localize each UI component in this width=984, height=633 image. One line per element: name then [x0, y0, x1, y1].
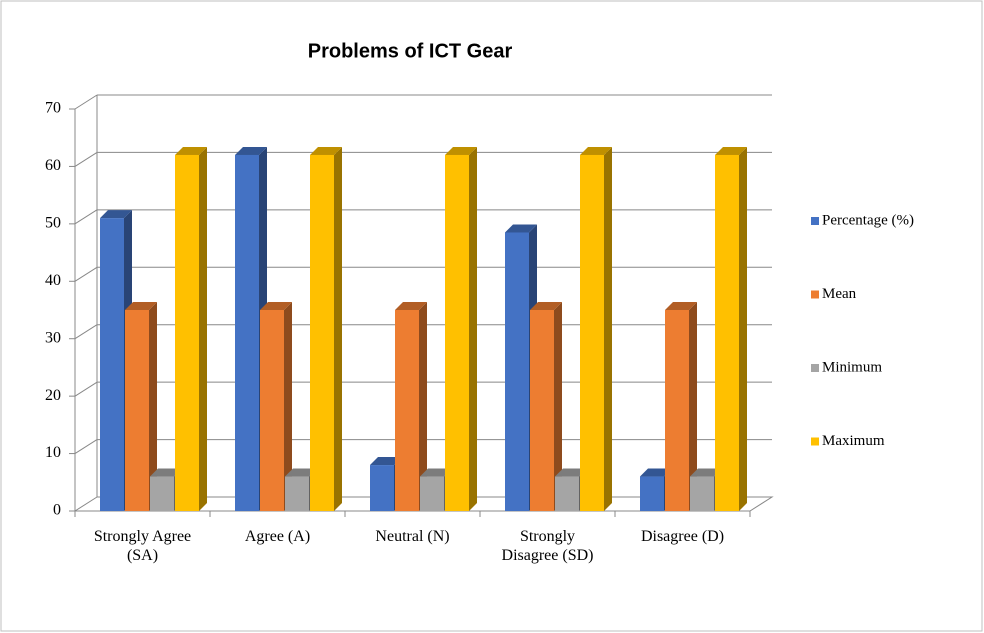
- bar: [175, 146, 207, 511]
- bar-front: [665, 310, 689, 511]
- legend-label: Mean: [822, 286, 857, 302]
- legend-swatch: [811, 290, 819, 299]
- bar-top: [100, 210, 132, 219]
- bar-top: [715, 146, 747, 155]
- bar-front: [310, 154, 334, 511]
- legend-label: Minimum: [822, 359, 882, 375]
- bar-top: [125, 302, 157, 310]
- bar-top: [420, 468, 452, 477]
- y-tick-label: 70: [45, 100, 61, 117]
- bar-top: [530, 302, 562, 310]
- bar-top: [260, 302, 292, 310]
- bar: [260, 302, 292, 511]
- legend-swatch: [811, 217, 819, 225]
- side-grid-line: [74, 266, 98, 282]
- bar-top: [370, 457, 402, 466]
- chart-title: Problems of ICT Gear: [308, 40, 513, 62]
- bar-top: [640, 468, 672, 477]
- bar-front: [235, 154, 259, 511]
- bar-top: [555, 468, 587, 477]
- bar-top: [505, 224, 537, 233]
- bar-front: [395, 310, 419, 511]
- y-tick-label: 40: [45, 272, 61, 289]
- bar-side: [689, 302, 697, 511]
- bar: [310, 146, 342, 511]
- bar-front: [285, 476, 309, 511]
- y-tick-label: 50: [45, 215, 61, 232]
- side-grid-line: [74, 324, 98, 340]
- bar-front: [445, 154, 469, 511]
- bar: [530, 302, 562, 511]
- side-grid-line: [74, 496, 98, 512]
- x-tick-label: Disagree (D): [640, 528, 725, 545]
- bar: [665, 302, 697, 511]
- bar-front: [260, 310, 284, 511]
- bar-side: [199, 146, 207, 511]
- side-grid-line: [74, 381, 98, 397]
- bar-top: [395, 302, 427, 310]
- bar-front: [715, 154, 739, 511]
- bar-front: [640, 476, 664, 511]
- bar-side: [739, 146, 747, 511]
- bar-front: [690, 476, 714, 511]
- y-tick-label: 0: [53, 502, 61, 519]
- bar-front: [505, 232, 529, 511]
- legend-swatch: [811, 437, 819, 446]
- bar-side: [149, 302, 157, 511]
- bar-side: [554, 302, 562, 511]
- bar-top: [665, 302, 697, 310]
- bar: [395, 302, 427, 511]
- bar-top: [445, 146, 477, 155]
- x-tick-label: Agree (A): [244, 528, 311, 545]
- bar-front: [175, 154, 199, 511]
- bar-front: [580, 154, 604, 511]
- bar-top: [690, 468, 722, 477]
- bar-side: [334, 146, 342, 511]
- bar-top: [580, 146, 612, 155]
- bar-side: [419, 302, 427, 511]
- y-tick-label: 60: [45, 157, 61, 174]
- bar-side: [469, 146, 477, 511]
- y-tick-label: 20: [45, 387, 61, 404]
- x-tick-label: Strongly Agree (SA): [93, 528, 192, 564]
- bar-top: [175, 146, 207, 155]
- bar-front: [420, 476, 444, 511]
- bar: [580, 146, 612, 511]
- legend-label: Maximum: [822, 433, 885, 449]
- bar-side: [604, 146, 612, 511]
- bar-front: [125, 310, 149, 511]
- side-grid-line: [74, 209, 98, 225]
- bar-front: [530, 310, 554, 511]
- bar-top: [285, 468, 317, 477]
- bar: [125, 302, 157, 511]
- bar-front: [100, 218, 124, 511]
- x-tick-label: Neutral (N): [375, 528, 450, 545]
- bar: [715, 146, 747, 511]
- side-grid-line: [74, 439, 98, 454]
- bar-top: [235, 146, 267, 155]
- bar-front: [555, 476, 579, 511]
- side-grid-line: [74, 94, 98, 110]
- x-tick-label: Strongly Disagree (SD): [501, 528, 594, 564]
- legend-label: Percentage (%): [822, 212, 914, 228]
- bar-top: [150, 468, 182, 477]
- legend-swatch: [811, 364, 819, 372]
- bar-side: [284, 302, 292, 511]
- bar: [445, 146, 477, 511]
- bar-front: [370, 465, 394, 511]
- y-tick-label: 10: [45, 444, 61, 461]
- side-grid-line: [74, 152, 98, 167]
- y-tick-label: 30: [45, 329, 61, 346]
- bar-top: [310, 146, 342, 155]
- bar-front: [150, 476, 174, 511]
